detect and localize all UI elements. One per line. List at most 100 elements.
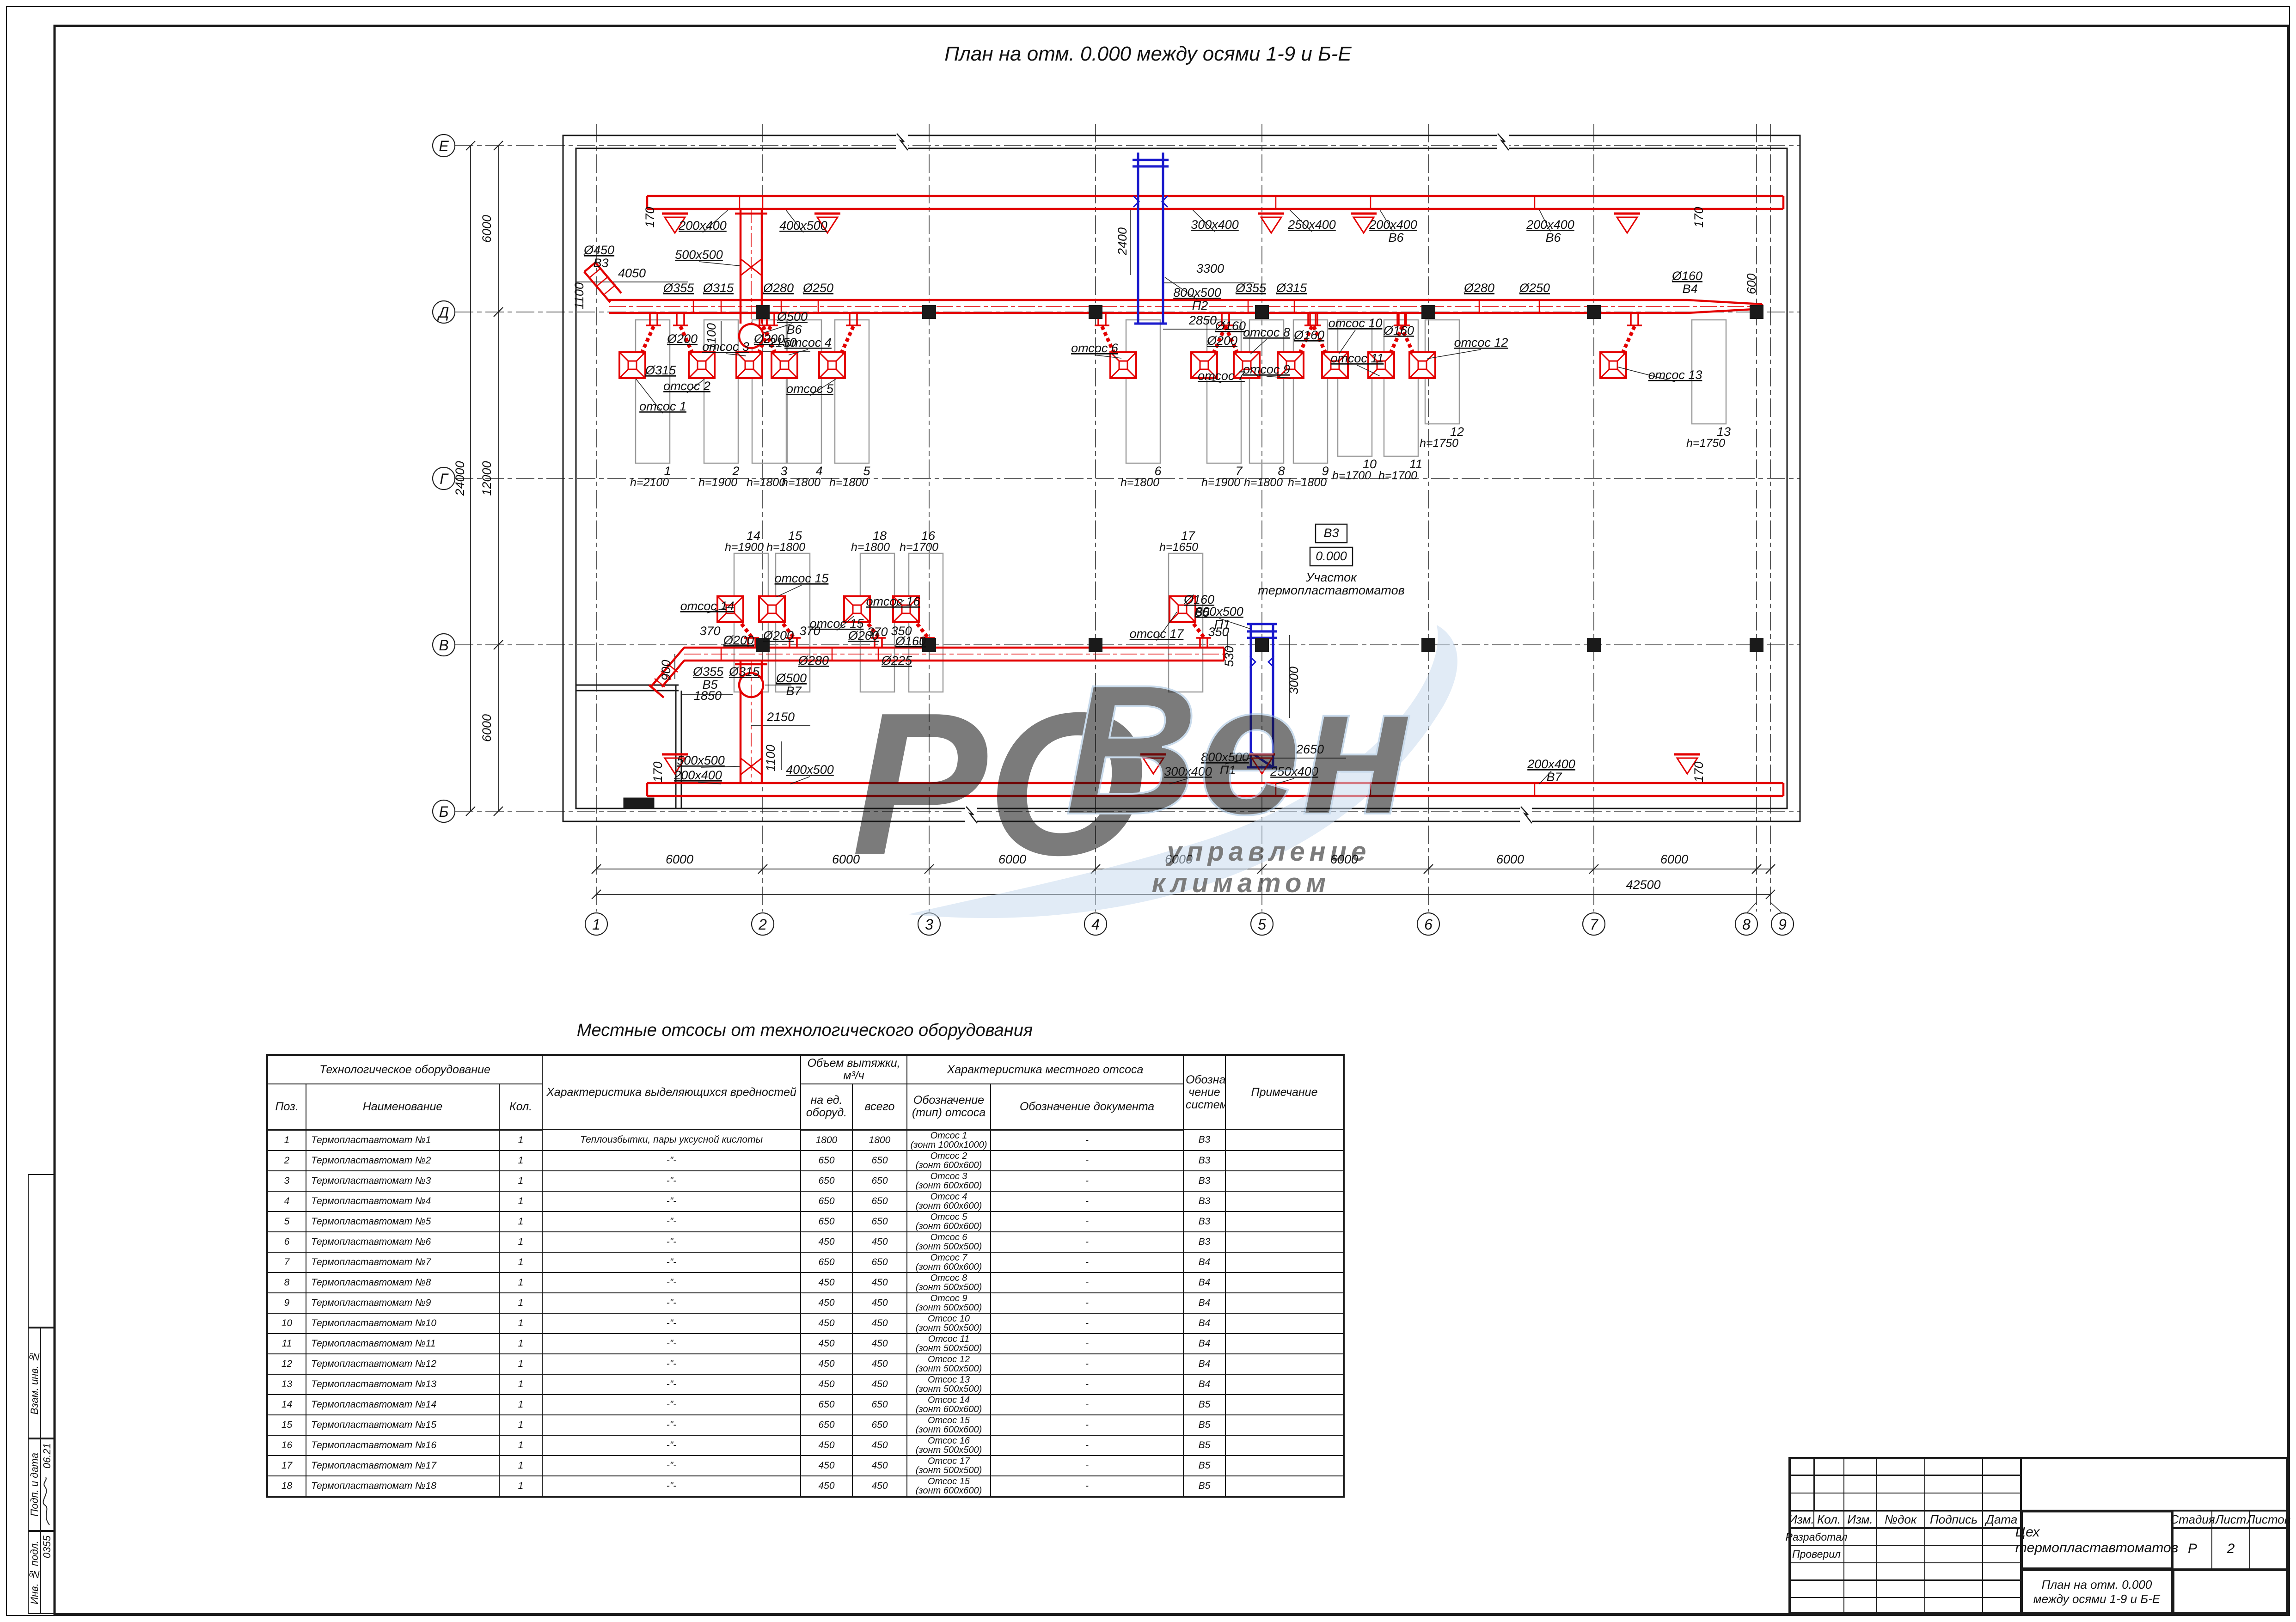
table-cell: Термопластавтомат №12	[306, 1353, 500, 1375]
axis-label: Е	[439, 138, 449, 154]
header-name: Наименование	[306, 1083, 500, 1131]
table-cell: 1	[267, 1129, 306, 1151]
plan-label: 2850	[1188, 313, 1217, 327]
table-cell: Теплоизбытки, пары уксусной кислоты	[542, 1129, 801, 1151]
hoods-layer	[618, 313, 1642, 648]
table-cell: 9	[267, 1292, 306, 1314]
table-cell: -	[990, 1414, 1184, 1436]
plan-label: Ø200	[753, 332, 784, 346]
plan-label: Ø225	[881, 654, 912, 667]
columns-layer	[756, 305, 1763, 652]
plan-label: 1100	[704, 323, 718, 350]
plan-label: отсос 4	[784, 336, 832, 349]
table-cell: В5	[1183, 1394, 1226, 1415]
plan-label: 6000	[1330, 852, 1358, 866]
table-cell: -"-	[542, 1475, 801, 1497]
page-title: План на отм. 0.000 между осями 1-9 и Б-Е	[944, 43, 1352, 65]
header-pos: Поз.	[267, 1083, 306, 1131]
table-row: 14 Термопластавтомат №14 1 -"- 650 650 Отсос 1…	[267, 1394, 1345, 1415]
table-cell: -	[990, 1333, 1184, 1354]
table-cell: Отсос 14 (зонт 600x600)	[906, 1394, 991, 1415]
axis-label: 5	[1258, 916, 1266, 933]
table-cell: Термопластавтомат №15	[306, 1414, 500, 1436]
plan-label: термопластавтоматов	[1258, 583, 1404, 597]
equipment-label: 10	[1363, 457, 1377, 471]
label-leader	[1539, 209, 1551, 232]
plan-label: Ø315	[1276, 281, 1307, 295]
grille-triangle-icon	[1249, 753, 1275, 775]
table-cell: Отсос 15 (зонт 600x600)	[906, 1475, 991, 1497]
header-unit: на ед. оборуд.	[800, 1083, 853, 1131]
column-marker	[1587, 638, 1601, 652]
label-leader	[1169, 778, 1188, 784]
plan-label: 2150	[766, 710, 795, 724]
table-cell: Термопластавтомат №18	[306, 1475, 500, 1497]
plan-label: Ø200	[848, 629, 879, 643]
plan-label: 170	[1692, 207, 1706, 227]
axis-circle	[432, 799, 456, 823]
table-cell: Термопластавтомат №1	[306, 1129, 500, 1151]
equipment-rect	[635, 319, 671, 464]
table-row: 5 Термопластавтомат №5 1 -"- 650 650 Отсос 5 (з…	[267, 1211, 1345, 1232]
table-cell: -	[990, 1231, 1184, 1253]
plan-label: 530	[1222, 646, 1236, 667]
table-row: 6 Термопластавтомат №6 1 -"- 450 450 Отсос 6 (з…	[267, 1231, 1345, 1253]
exhaust-hood-icon	[1306, 313, 1349, 379]
equipment-label: 1	[664, 464, 671, 478]
table-row: 11 Термопластавтомат №11 1 -"- 450 450 Отсос 1…	[267, 1333, 1345, 1354]
plan-label: Ø160	[1671, 269, 1702, 283]
table-cell: -"-	[542, 1353, 801, 1375]
table-cell: 1	[499, 1455, 543, 1476]
table-cell: 1	[499, 1353, 543, 1375]
equipment-rect	[703, 319, 739, 464]
table-cell: 650	[852, 1252, 907, 1273]
table-cell: 1	[499, 1374, 543, 1395]
table-cell: 650	[800, 1191, 853, 1212]
header-type: Обозначение (тип) отсоса	[906, 1083, 991, 1131]
exhaust-hood-icon	[892, 595, 935, 648]
table-cell: 450	[800, 1333, 853, 1354]
plan-label: Ø250	[1519, 281, 1550, 295]
table-cell: -	[990, 1272, 1184, 1293]
table-cell: 12	[267, 1353, 306, 1375]
plan-label: 350	[1208, 625, 1229, 639]
label-leader	[1208, 379, 1222, 383]
table-cell	[1225, 1475, 1345, 1497]
plan-label: Ø160	[895, 634, 926, 648]
label-leader	[775, 585, 802, 598]
label-leader	[763, 323, 793, 333]
plan-label: 400x500	[786, 763, 834, 777]
exhaust-hood-icon	[1394, 313, 1436, 379]
table-cell: -	[990, 1435, 1184, 1456]
axis-label: 3	[925, 916, 933, 933]
table-cell: Отсос 3 (зонт 600x600)	[906, 1170, 991, 1192]
table-cell: 1	[499, 1231, 543, 1253]
table-cell	[1225, 1292, 1345, 1314]
table-cell: 3	[267, 1170, 306, 1192]
ductwork	[583, 153, 1785, 797]
table-cell: 450	[800, 1353, 853, 1375]
equipment-rect	[1125, 319, 1161, 464]
table-cell: -	[990, 1374, 1184, 1395]
column-marker	[922, 638, 936, 652]
table-cell: 6	[267, 1231, 306, 1253]
plan-label: Ø160	[1293, 328, 1324, 342]
column-marker	[922, 305, 936, 319]
table-cell: Термопластавтомат №13	[306, 1374, 500, 1395]
plan-label: 2650	[1296, 742, 1324, 756]
plan-label: Ø280	[1463, 281, 1494, 295]
header-system: Обозна- чение системы	[1183, 1054, 1226, 1130]
plan-label: Ø450	[583, 243, 614, 257]
table-cell: Термопластавтомат №11	[306, 1333, 500, 1354]
table-cell	[1225, 1374, 1345, 1395]
plan-label: 800x500	[1201, 750, 1249, 764]
table-cell: -"-	[542, 1333, 801, 1354]
table-cell: -	[990, 1313, 1184, 1334]
table-cell: Термопластавтомат №17	[306, 1455, 500, 1476]
plan-label: 350	[891, 624, 912, 638]
table-cell: -	[990, 1252, 1184, 1273]
label-leader	[1539, 771, 1552, 784]
table-cell	[1225, 1170, 1345, 1192]
table-cell	[1225, 1455, 1345, 1476]
table-cell: 650	[852, 1170, 907, 1192]
